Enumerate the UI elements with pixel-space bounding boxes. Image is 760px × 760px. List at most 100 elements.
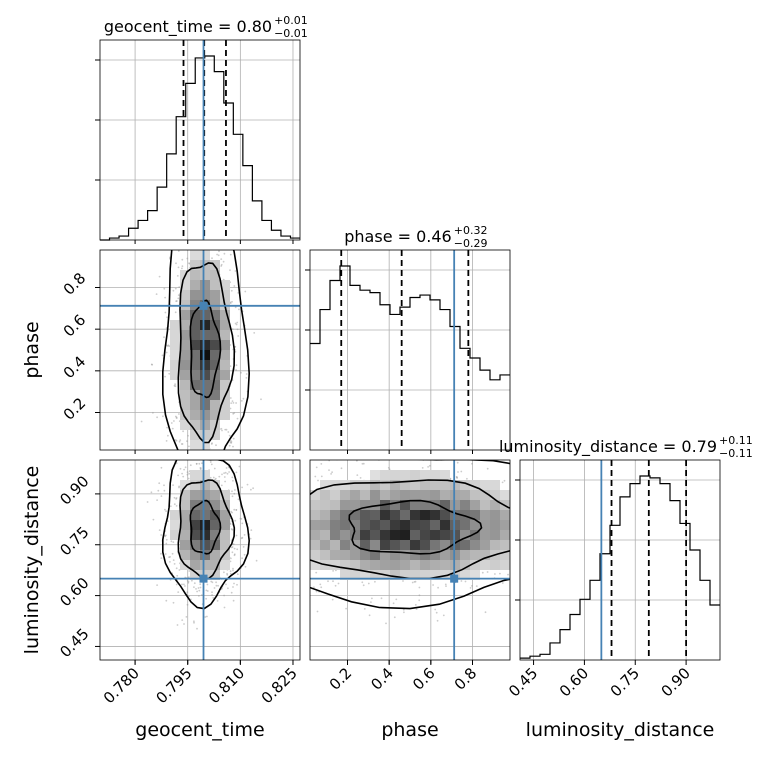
sample-point xyxy=(234,306,237,309)
panel-title-plus: +0.01 xyxy=(274,14,308,27)
contour-level-2 xyxy=(177,262,236,444)
sample-point xyxy=(253,332,256,334)
density-cell xyxy=(220,560,230,570)
density-cell xyxy=(190,540,200,550)
density-cell xyxy=(190,340,200,350)
panel-frame xyxy=(99,249,301,451)
sample-point xyxy=(226,574,229,576)
sample-point xyxy=(486,467,489,470)
density-cell xyxy=(360,490,370,500)
density-cell xyxy=(210,380,220,390)
contour-level-2 xyxy=(310,479,510,580)
sample-point xyxy=(503,479,506,482)
density-cell xyxy=(500,550,510,560)
sample-point xyxy=(235,471,238,474)
sample-point xyxy=(229,302,232,304)
sample-point xyxy=(150,363,153,366)
x-axis-label-phase: phase xyxy=(381,719,438,741)
sample-point xyxy=(187,434,189,437)
sample-point xyxy=(193,620,195,623)
sample-point xyxy=(195,462,198,465)
sample-point xyxy=(230,528,233,530)
x-tick-label-geocent_time: 0.780 xyxy=(100,664,143,707)
density-cell xyxy=(220,540,230,550)
sample-point xyxy=(246,245,248,247)
sample-point xyxy=(177,250,180,252)
sample-point xyxy=(361,581,364,584)
sample-point xyxy=(236,583,238,586)
density-cell xyxy=(500,530,510,540)
sample-point xyxy=(198,595,200,597)
density-cell xyxy=(390,490,400,500)
density-cell xyxy=(490,480,500,490)
sample-point xyxy=(345,607,347,610)
x-axis-label-geocent_time: geocent_time xyxy=(135,719,264,741)
density-cell xyxy=(190,490,200,500)
sample-point xyxy=(186,591,189,593)
density-cell xyxy=(380,520,390,530)
density-cell xyxy=(190,360,200,370)
sample-point xyxy=(228,471,231,473)
density-cell xyxy=(200,250,210,260)
sample-point xyxy=(235,364,238,367)
sample-point xyxy=(174,385,177,388)
sample-point xyxy=(206,457,208,459)
sample-point xyxy=(501,582,504,584)
sample-point xyxy=(517,503,519,505)
sample-point xyxy=(221,429,223,432)
density-cell xyxy=(210,270,220,280)
density-cell xyxy=(360,530,370,540)
density-cell xyxy=(180,400,190,410)
density-cell xyxy=(410,510,420,520)
density-cell xyxy=(360,570,370,580)
sample-point xyxy=(232,567,234,570)
sample-point xyxy=(320,463,323,465)
density-cell xyxy=(180,540,190,550)
density-cell xyxy=(350,570,360,580)
sample-point xyxy=(252,487,255,490)
sample-point xyxy=(180,443,183,445)
density-cell xyxy=(210,350,220,360)
sample-point xyxy=(361,462,364,465)
panel-background xyxy=(100,40,300,240)
sample-point xyxy=(230,591,233,594)
sample-point xyxy=(181,583,183,586)
hist-panel-geocent_time: geocent_time = 0.80 +0.01−0.01 xyxy=(95,14,308,241)
sample-point xyxy=(186,471,189,473)
density-cell xyxy=(200,530,210,540)
density-cell xyxy=(330,520,340,530)
sample-point xyxy=(211,591,213,594)
y-tick-label-phase: 0.8 xyxy=(60,269,90,299)
density-cell xyxy=(410,470,420,480)
sample-point xyxy=(163,484,165,487)
sample-point xyxy=(471,462,473,465)
sample-point xyxy=(201,462,203,465)
density-cell xyxy=(320,490,330,500)
density-cell xyxy=(210,340,220,350)
sample-point xyxy=(460,580,463,582)
sample-point xyxy=(156,416,159,419)
hist-panel-phase: phase = 0.46 +0.32−0.29 xyxy=(305,224,511,451)
density-cell xyxy=(430,500,440,510)
sample-point xyxy=(233,492,236,495)
density-cell xyxy=(220,370,230,380)
sample-point xyxy=(227,587,229,590)
density-cell xyxy=(410,500,420,510)
sample-point xyxy=(515,508,517,510)
density-cell xyxy=(190,510,200,520)
panel-title-luminosity_distance: luminosity_distance = 0.79 xyxy=(499,437,717,457)
density-cell xyxy=(190,420,200,430)
panel-title-plus: +0.11 xyxy=(719,434,753,447)
sample-point xyxy=(165,351,168,354)
density-cell xyxy=(200,330,210,340)
sample-point xyxy=(222,260,225,263)
sample-point xyxy=(176,300,178,302)
sample-point xyxy=(469,587,472,589)
density-cell xyxy=(320,550,330,560)
density-cell xyxy=(350,510,360,520)
sample-point xyxy=(210,580,213,583)
density-cell xyxy=(200,350,210,360)
density-cell xyxy=(200,500,210,510)
sample-point xyxy=(165,440,168,442)
density-cell xyxy=(320,530,330,540)
